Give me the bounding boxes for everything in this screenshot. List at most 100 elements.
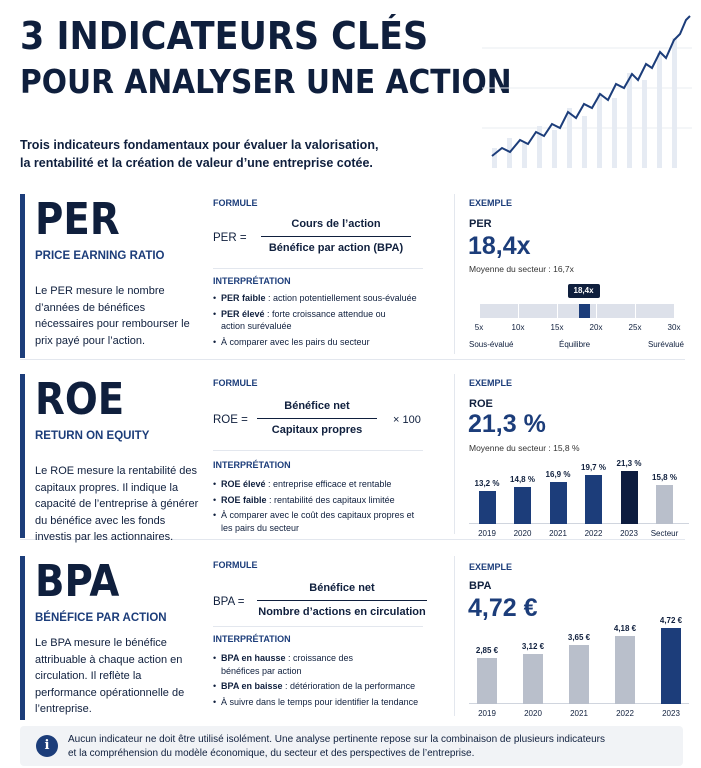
chart-value-label: 19,7 % (581, 462, 606, 472)
indicator-code: BPA (35, 556, 120, 607)
interpretation-label: INTERPRÉTATION (213, 276, 291, 286)
chart-tick-label: Secteur (650, 529, 679, 538)
indicator-full-name: RETURN ON EQUITY (35, 430, 150, 442)
chart-bar (549, 481, 567, 524)
gauge-zone-high: Surévalué (647, 340, 684, 349)
chart-bar (620, 470, 638, 524)
formula-label: FORMULE (213, 198, 258, 208)
column-divider (454, 556, 455, 716)
chart-bar (615, 636, 635, 704)
formula-multiplier: × 100 (393, 414, 421, 426)
example-value: 4,72 € (468, 594, 538, 622)
list-item: À suivre dans le temps pour identifier l… (213, 696, 433, 709)
example-label: EXEMPLE (469, 198, 513, 208)
chart-bar (569, 645, 589, 704)
chart-value-label: 4,18 € (613, 624, 637, 634)
list-item: BPA en hausse : croissance des bénéfices… (213, 652, 393, 677)
example-value: 18,4x (468, 232, 531, 260)
chart-value-label: 3,65 € (567, 633, 591, 643)
roe-bar-chart: 13,2 % 2019 14,8 % 2020 16,9 % 2021 19,7 % 2022… (469, 450, 689, 538)
formula-denominator: Bénéfice par action (BPA) (268, 242, 404, 254)
stock-trend-illustration (482, 15, 692, 168)
formula-denominator: Nombre d’actions en circulation (258, 606, 426, 618)
formula-numerator: Cours de l’action (291, 218, 381, 230)
chart-tick-label: 2020 (513, 529, 532, 538)
fraction-line (257, 418, 377, 419)
sector-average: Moyenne du secteur : 16,7x (469, 264, 574, 274)
chart-bar (585, 474, 602, 524)
chart-value-label: 16,9 % (545, 469, 571, 479)
chart-tick-label: 2020 (524, 709, 542, 718)
gauge-zone-mid: Équilibre (559, 340, 591, 349)
page-title-line2: POUR ANALYSER UNE ACTION (20, 62, 512, 101)
chart-tick-label: 2023 (620, 529, 638, 538)
gauge-tick-label: 30x (667, 323, 681, 332)
list-item: PER faible : action potentiellement sous… (213, 292, 433, 305)
subtitle-line1: Trois indicateurs fondamentaux pour éval… (20, 138, 379, 152)
example-code: ROE (469, 398, 493, 410)
accent-bar (20, 194, 25, 358)
example-label: EXEMPLE (469, 562, 513, 572)
chart-tick-label: 2021 (549, 529, 567, 538)
footer-text: Aucun indicateur ne doit être utilisé is… (68, 733, 678, 761)
formula-left: BPA = (213, 596, 245, 608)
page-subtitle: Trois indicateurs fondamentaux pour éval… (20, 136, 450, 172)
interpretation-list: BPA en hausse : croissance des bénéfices… (213, 652, 433, 711)
list-item: PER élevé : forte croissance attendue ou… (213, 308, 398, 333)
divider (213, 268, 423, 269)
gauge-segment-divider (635, 304, 636, 318)
accent-bar (20, 556, 25, 720)
interpretation-label: INTERPRÉTATION (213, 634, 291, 644)
indicator-description: Le ROE mesure la rentabilité des capitau… (35, 465, 199, 543)
chart-value-label: 2,85 € (475, 645, 499, 655)
chart-value-label: 3,12 € (521, 641, 545, 651)
section-bpa: BPA BÉNÉFICE PAR ACTION Le BPA mesure le… (20, 550, 689, 722)
chart-baseline (469, 523, 689, 524)
example-code: PER (469, 218, 492, 230)
gauge-zone-low: Sous-évalué (469, 340, 514, 349)
list-item: ROE élevé : entreprise efficace et renta… (213, 478, 433, 491)
formula: ROE = Bénéfice net Capitaux propres × 10… (213, 392, 423, 448)
chart-value-label: 15,8 % (652, 472, 677, 482)
chart-tick-label: 2022 (584, 529, 603, 538)
formula-numerator: Bénéfice net (284, 400, 350, 412)
gauge-marker (578, 304, 590, 318)
list-item: À comparer avec le coût des capitaux pro… (213, 509, 418, 534)
accent-bar (20, 374, 25, 538)
indicator-full-name: BÉNÉFICE PAR ACTION (35, 612, 167, 624)
formula-left: ROE = (213, 414, 248, 426)
column-divider (454, 194, 455, 354)
formula-label: FORMULE (213, 378, 258, 388)
chart-value-label: 21,3 % (616, 458, 642, 468)
list-item: À comparer avec les pairs du secteur (213, 336, 433, 349)
list-item: ROE faible : rentabilité des capitaux li… (213, 494, 433, 507)
gauge-segment-divider (596, 304, 597, 318)
gauge-tick-label: 10x (511, 323, 525, 332)
gauge-segment-divider (479, 304, 480, 318)
gauge-segment-divider (518, 304, 519, 318)
chart-bar (656, 484, 673, 524)
chart-tick-label: 2021 (570, 709, 588, 718)
chart-bar (661, 627, 681, 704)
interpretation-list: ROE élevé : entreprise efficace et renta… (213, 478, 433, 537)
divider (213, 626, 423, 627)
fraction-line (257, 600, 427, 601)
list-item: BPA en baisse : détérioration de la perf… (213, 680, 433, 693)
interpretation-label: INTERPRÉTATION (213, 460, 291, 470)
chart-tick-label: 2023 (662, 709, 680, 718)
chart-bar (523, 653, 543, 704)
interpretation-list: PER faible : action potentiellement sous… (213, 292, 433, 351)
indicator-full-name: PRICE EARNING RATIO (35, 250, 165, 262)
info-icon: i (36, 735, 58, 757)
section-per: PER PRICE EARNING RATIO Le PER mesure le… (20, 188, 685, 360)
chart-tick-label: 2022 (616, 709, 634, 718)
indicator-description: Le PER mesure le nombre d’années de béné… (35, 285, 190, 347)
gauge-segment-divider (674, 304, 675, 318)
formula: BPA = Bénéfice net Nombre d’actions en c… (213, 574, 427, 630)
example-value: 21,3 % (468, 410, 546, 438)
chart-value-label: 4,72 € (659, 615, 683, 625)
divider (213, 450, 423, 451)
gauge-track (479, 304, 674, 318)
chart-bar (478, 491, 496, 524)
formula: PER = Cours de l’action Bénéfice par act… (213, 210, 423, 266)
